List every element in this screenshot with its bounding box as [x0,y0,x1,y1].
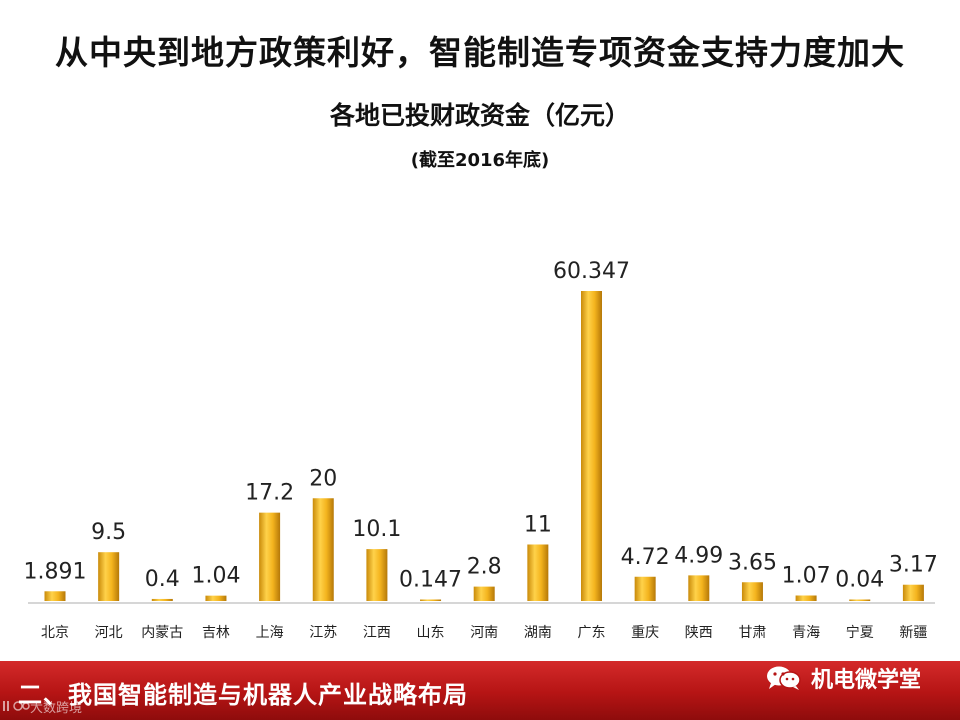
value-label: 0.04 [835,568,884,593]
bar-陕西 [688,575,710,601]
brand-name: 机电微学堂 [811,668,922,693]
value-label: 4.99 [674,543,723,568]
category-label: 湖南 [524,625,552,641]
value-label: 3.17 [889,553,938,578]
category-label: 江苏 [309,625,337,641]
bar-湖南 [527,544,549,601]
category-label: 上海 [256,625,284,641]
category-label: 青海 [792,625,820,641]
value-label: 1.891 [24,559,87,584]
category-label: 河南 [470,625,498,641]
value-label: 4.72 [621,545,670,570]
category-label: 陕西 [685,625,713,641]
value-label: 10.1 [352,517,401,542]
slide-title: 从中央到地方政策利好，智能制造专项资金支持力度加大 [55,33,905,72]
bar-吉林 [205,595,227,601]
value-label: 60.347 [553,259,630,284]
category-label: 宁夏 [846,624,874,641]
category-label: 新疆 [899,625,927,641]
value-label: 20 [309,466,337,491]
value-label: 3.65 [728,550,777,575]
value-label: 9.5 [91,520,126,545]
brand-badge: 机电微学堂 [765,665,922,693]
category-label: 吉林 [202,625,230,641]
chart-subtitle: (截至2016年底) [410,150,550,171]
category-label: 河北 [95,625,123,641]
bar-甘肃 [741,582,763,601]
wechat-icon [765,665,803,691]
category-label: 内蒙古 [141,625,183,641]
value-label: 1.04 [191,564,240,589]
value-label: 2.8 [467,555,502,580]
category-label: 甘肃 [738,625,766,641]
bar-重庆 [634,576,656,601]
watermark-logo-icon [3,701,30,711]
bar-新疆 [902,584,924,601]
bar-广东 [581,291,602,601]
bar-宁夏 [849,599,871,601]
bar-江西 [366,549,388,601]
value-label: 0.147 [399,568,462,593]
category-label: 江西 [363,625,391,641]
watermark-text: 大数跨境 [30,700,83,716]
bar-河南 [473,586,495,601]
bar-内蒙古 [151,598,173,601]
bar-江苏 [312,498,334,601]
value-label: 1.07 [782,564,831,589]
watermark: 大数跨境 [2,695,82,717]
bar-北京 [44,591,66,601]
bar-河北 [98,552,120,601]
bar-青海 [795,595,817,601]
category-label: 重庆 [631,625,659,641]
footer-section-title: 二、我国智能制造与机器人产业战略布局 [18,681,468,709]
value-label: 0.4 [145,567,180,592]
category-label: 广东 [578,625,606,641]
value-label: 17.2 [245,481,294,506]
chart-title: 各地已投财政资金（亿元） [329,101,630,130]
category-label: 山东 [417,625,445,641]
bar-山东 [420,599,442,601]
category-label: 北京 [41,625,69,641]
value-label: 11 [524,512,552,537]
bar-上海 [259,512,281,601]
footer-bar [0,661,960,720]
